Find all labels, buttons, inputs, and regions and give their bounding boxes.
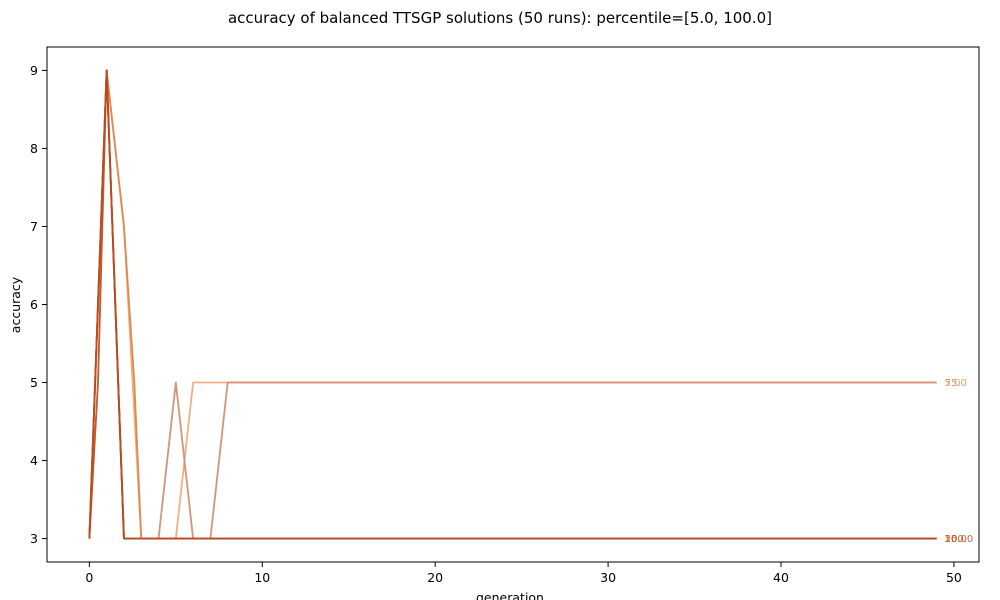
x-tick-label: 10	[254, 570, 270, 585]
x-tick-label: 40	[773, 570, 789, 585]
x-axis: 0 10 20 30 40 50	[85, 562, 962, 585]
y-tick-label: 9	[30, 63, 38, 78]
series-end-label: 50.0	[945, 534, 967, 545]
y-tick-label: 3	[30, 531, 38, 546]
series-line-2	[88, 69, 937, 540]
series-end-label: 10.0	[945, 534, 967, 545]
series-line-1	[88, 69, 937, 540]
y-axis: 3 4 5 6 7 8 9	[30, 63, 47, 546]
series-line-3	[88, 69, 937, 540]
plot-area	[88, 69, 937, 540]
series-end-label: 25.0	[945, 534, 967, 545]
x-tick-label: 20	[427, 570, 443, 585]
y-tick-label: 5	[30, 375, 38, 390]
series-end-label: 75.0	[945, 378, 967, 389]
y-tick-label: 7	[30, 219, 38, 234]
series-end-label: 5.0	[945, 378, 961, 389]
chart-title: accuracy of balanced TTSGP solutions (50…	[228, 9, 772, 27]
series-line-5	[88, 69, 937, 540]
series-line-4	[88, 69, 937, 540]
y-tick-label: 8	[30, 141, 38, 156]
x-tick-label: 50	[946, 570, 962, 585]
x-tick-label: 0	[85, 570, 93, 585]
y-axis-label: accuracy	[8, 276, 23, 333]
y-tick-label: 6	[30, 297, 38, 312]
y-tick-label: 4	[30, 453, 38, 468]
series-end-label: 100.0	[945, 534, 974, 545]
x-tick-label: 30	[600, 570, 616, 585]
x-axis-label: generation	[476, 590, 544, 600]
series-line-0	[88, 69, 937, 540]
